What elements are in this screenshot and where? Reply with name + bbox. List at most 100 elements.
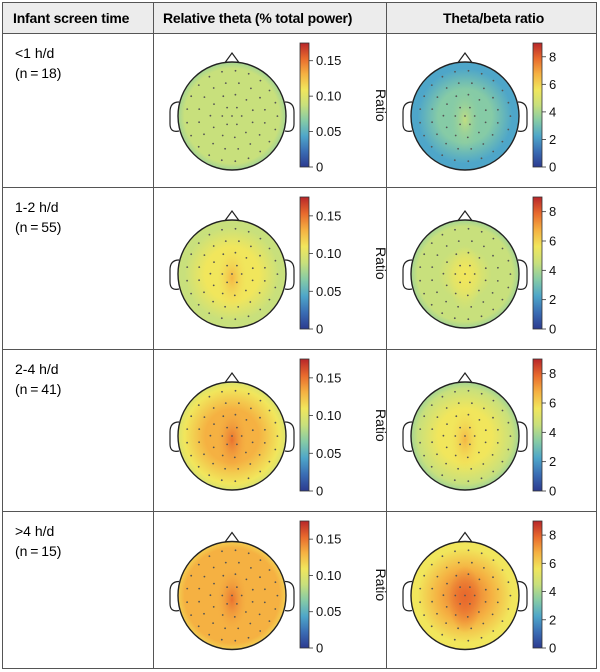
- electrode-dot: [453, 479, 456, 482]
- electrode-dot: [234, 93, 237, 96]
- electrode-dot: [457, 561, 460, 564]
- electrode-dot: [247, 552, 250, 555]
- electrode-dot: [469, 426, 471, 429]
- electrode-dot: [467, 93, 470, 96]
- electrode-dot: [492, 96, 494, 99]
- electrode-dot: [446, 261, 448, 263]
- electrode-dot: [441, 474, 444, 477]
- electrode-dot: [268, 298, 271, 301]
- electrode-dot: [250, 567, 252, 569]
- colorbar-tick-label: 0.15: [316, 208, 341, 223]
- electrode-dot: [430, 145, 433, 148]
- electrode-dot: [419, 428, 422, 430]
- electrode-dot: [507, 581, 510, 584]
- electrode-dot: [454, 594, 457, 597]
- nose-shape: [456, 51, 474, 65]
- electrode-dot: [263, 122, 266, 124]
- electrode-dot: [251, 601, 254, 603]
- electrode-dot: [454, 115, 457, 117]
- topomap-3: 0.15 0.10 0.05 0 Ratio: [169, 196, 389, 337]
- electrode-dot: [209, 272, 212, 275]
- topomap-6: 86420Ratio: [402, 358, 556, 499]
- electrode-dot: [466, 616, 469, 618]
- electrode-dot: [251, 109, 254, 112]
- electrode-dot: [264, 588, 266, 591]
- electrode-dot: [209, 434, 212, 437]
- electrode-dot: [446, 103, 448, 105]
- row-divider-3: [3, 511, 596, 512]
- electrode-dot: [208, 555, 211, 558]
- electrode-dot: [186, 601, 189, 604]
- row-label-4: >4 h/d (n = 15): [15, 521, 61, 561]
- electrode-dot: [221, 292, 224, 295]
- electrode-dot: [471, 240, 473, 243]
- electrode-dot: [233, 616, 236, 618]
- electrode-dot: [234, 69, 237, 72]
- electrode-dot: [441, 75, 444, 78]
- electrode-dot: [431, 587, 434, 590]
- electrode-dot: [492, 308, 495, 311]
- electrode-dot: [431, 108, 434, 110]
- electrode-dot: [263, 601, 266, 604]
- electrode-dot: [251, 429, 254, 432]
- electrode-dot: [259, 576, 261, 579]
- electrode-dot: [436, 612, 438, 615]
- electrode-dot: [441, 633, 444, 636]
- topomap-2: 86420Ratio: [402, 42, 556, 175]
- electrode-dot: [234, 480, 237, 483]
- electrode-dot: [238, 561, 240, 564]
- colorbar-tick-label: 0.10: [316, 246, 341, 261]
- electrode-dot: [491, 292, 494, 294]
- electrode-dot: [467, 251, 470, 254]
- electrode-dot: [247, 72, 250, 75]
- electrode-dot: [236, 264, 238, 267]
- electrode-dot: [212, 284, 215, 287]
- electrode-dot: [497, 428, 499, 431]
- electrode-dot: [459, 264, 461, 267]
- header-divider: [3, 33, 596, 34]
- electrode-dot: [190, 253, 193, 256]
- electrode-dot: [234, 318, 237, 321]
- electrode-dot: [457, 82, 460, 84]
- electrode-dot: [274, 581, 277, 584]
- electrode-dot: [470, 148, 473, 150]
- electrode-dot: [250, 407, 252, 410]
- electrode-dot: [496, 122, 499, 124]
- electrode-dot: [478, 611, 480, 613]
- electrode-dot: [231, 594, 233, 597]
- electrode-dot: [259, 254, 261, 257]
- electrode-dot: [480, 157, 483, 160]
- electrode-dot: [430, 465, 433, 468]
- col-divider-1: [153, 3, 154, 668]
- electrode-dot: [259, 559, 262, 561]
- electrode-dot: [249, 463, 252, 465]
- electrode-dot: [250, 87, 252, 90]
- electrode-dot: [203, 612, 205, 615]
- electrode-dot: [454, 292, 457, 295]
- electrode-dot: [198, 121, 201, 124]
- row-divider-2: [3, 349, 596, 350]
- electrode-dot: [491, 613, 494, 616]
- electrode-dot: [264, 266, 266, 269]
- electrode-dot: [222, 95, 225, 98]
- electrode-dot: [212, 407, 215, 409]
- nose-shape: [223, 51, 241, 65]
- electrode-dot: [268, 620, 271, 622]
- electrode-dot: [441, 555, 444, 558]
- electrode-dot: [471, 82, 473, 85]
- electrode-dot: [236, 281, 238, 284]
- electrode-dot: [457, 147, 459, 150]
- electrode-dot: [190, 134, 193, 137]
- electrode-dot: [507, 259, 510, 262]
- electrode-dot: [492, 576, 494, 579]
- electrode-dot: [455, 574, 458, 577]
- electrode-dot: [258, 292, 261, 294]
- electrode-dot: [436, 133, 438, 136]
- electrode-dot: [466, 294, 469, 297]
- electrode-dot: [203, 96, 206, 98]
- electrode-dot: [221, 228, 223, 231]
- electrode-dot: [238, 240, 240, 243]
- electrode-dot: [484, 441, 487, 444]
- colorbar-tick-label: 2: [549, 612, 556, 627]
